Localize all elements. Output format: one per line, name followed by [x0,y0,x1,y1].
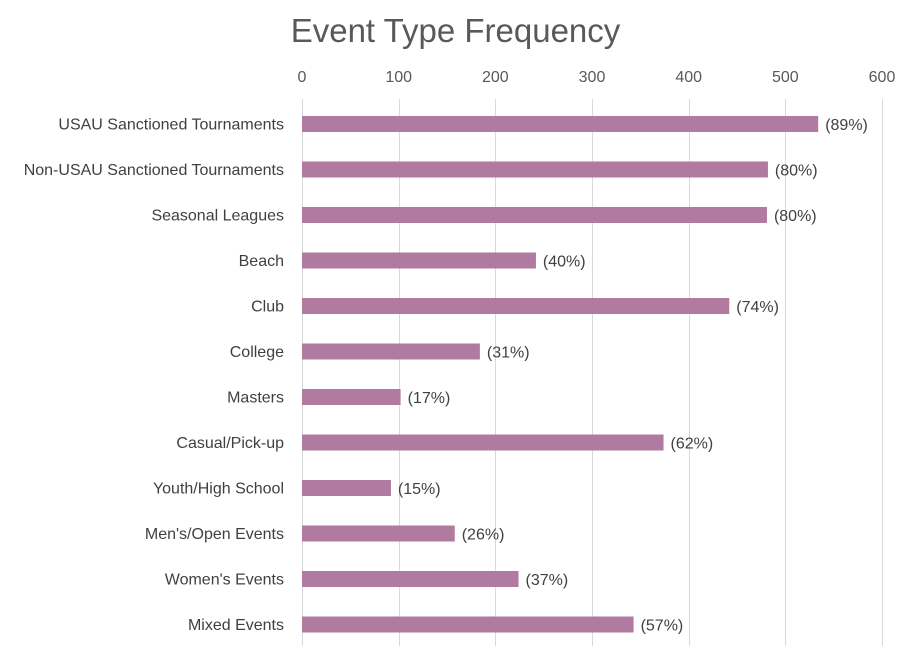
data-label-5: (31%) [487,345,530,362]
data-label-6: (17%) [408,390,451,407]
data-label-1: (80%) [775,163,818,180]
data-label-3: (40%) [543,254,586,271]
category-label-4: Club [251,299,284,316]
bar-4 [302,298,730,314]
bar-7 [302,434,664,451]
category-label-1: Non-USAU Sanctioned Tournaments [24,162,284,179]
data-labels: (89%) (80%) (80%) (40%) (74%) (31%) (17%) (62%)… [398,117,868,635]
x-tick-label-0: 0 [298,69,307,86]
data-label-2: (80%) [774,208,817,225]
bar-0 [302,116,819,132]
data-label-0: (89%) [825,117,868,134]
chart-title: Event Type Frequency [0,12,911,50]
category-label-6: Masters [227,390,284,407]
bar-8 [302,480,391,496]
x-axis-ticks: 0 100 200 300 400 500 600 [298,69,896,86]
category-label-5: College [230,344,284,361]
data-label-7: (62%) [671,436,714,453]
chart-title-text: Event Type Frequency [290,12,621,49]
gridlines [302,99,883,646]
data-label-11: (57%) [641,618,684,635]
bar-6 [302,389,401,405]
bar-1 [302,161,768,178]
category-labels: USAU Sanctioned Tournaments Non-USAU Sanc… [24,117,284,635]
x-tick-label-100: 100 [385,69,412,86]
x-tick-label-500: 500 [772,69,799,86]
bar-10 [302,571,519,587]
category-label-11: Mixed Events [188,617,284,634]
data-label-9: (26%) [462,527,505,544]
category-label-10: Women's Events [165,572,284,589]
bar-9 [302,525,455,542]
category-label-9: Men's/Open Events [145,526,284,543]
x-tick-label-300: 300 [579,69,606,86]
x-tick-label-200: 200 [482,69,509,86]
category-label-0: USAU Sanctioned Tournaments [58,117,284,134]
x-tick-label-400: 400 [675,69,702,86]
category-label-2: Seasonal Leagues [151,208,284,225]
category-label-7: Casual/Pick-up [176,435,284,452]
category-label-8: Youth/High School [153,481,284,498]
data-label-4: (74%) [736,299,779,316]
bar-3 [302,252,536,269]
x-tick-label-600: 600 [869,69,896,86]
bar-11 [302,616,634,633]
bars [302,116,819,633]
data-label-10: (37%) [526,572,569,589]
bar-2 [302,207,767,223]
category-label-3: Beach [239,253,284,270]
data-label-8: (15%) [398,481,441,498]
bar-5 [302,343,480,360]
